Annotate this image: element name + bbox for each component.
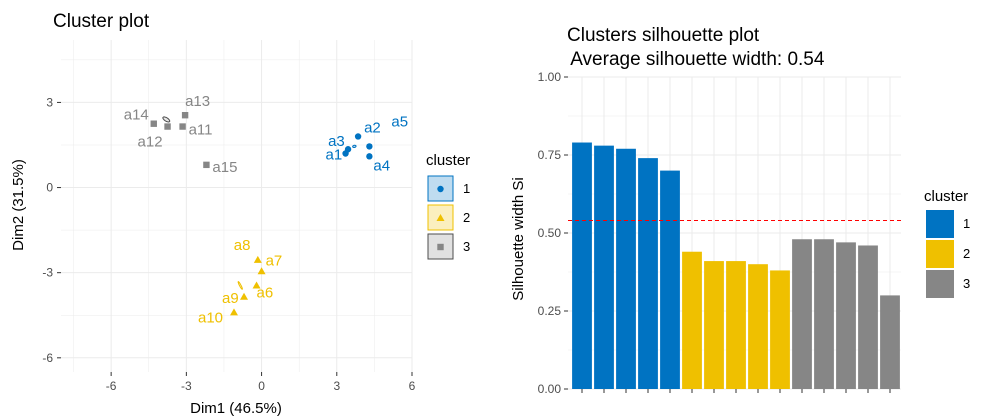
point-label-a10: a10 [198,309,223,326]
x-tick-label: 3 [333,379,340,393]
silhouette-bar-cluster-2 [748,264,768,389]
cluster-hulls [162,116,357,290]
cluster-plot-grid [61,40,413,372]
point-a2 [354,133,362,140]
legend-label-1: 1 [963,216,970,231]
silhouette-bar-cluster-3 [858,245,878,389]
cluster-plot-panel: Cluster plot a1 a2 a3 a4 a5 a6 a7 a8 a9 a10 a11 a12… [10,11,470,417]
point-a6 [252,281,261,289]
x-tick-label: -6 [106,379,117,393]
legend-marker-1 [437,185,444,193]
point-a14 [150,120,157,127]
y-tick-label: -6 [42,351,53,365]
point-a12 [164,123,171,130]
x-tick-label: 0 [258,379,265,393]
point-label-a15: a15 [212,159,237,176]
silhouette-plot-subtitle: Average silhouette width: 0.54 [566,49,825,70]
silhouette-bar-cluster-2 [770,270,790,389]
point-a7 [257,267,266,275]
silhouette-bar-cluster-1 [594,145,614,389]
point-label-a14: a14 [124,107,149,124]
y-tick-label: 0.25 [538,304,562,318]
point-a8 [253,255,262,263]
silhouette-bars [572,142,900,389]
y-tick-label: 0.75 [538,148,562,162]
silhouette-bar-cluster-3 [880,295,900,389]
silhouette-bar-cluster-3 [836,242,856,389]
point-label-a2: a2 [364,119,381,136]
y-tick-label: 0.00 [538,382,562,396]
point-a4 [366,153,373,160]
legend-label-2: 2 [463,210,470,225]
point-label-a13: a13 [185,93,210,110]
silhouette-bar-cluster-2 [726,261,746,389]
legend-label-2: 2 [963,246,970,261]
point-label-a4: a4 [373,157,390,174]
point-label-a8: a8 [234,237,251,254]
point-a11 [179,123,186,130]
silhouette-bar-cluster-1 [660,170,680,389]
cluster-hull-2 [237,280,243,290]
silhouette-bar-cluster-1 [616,148,636,389]
silhouette-bar-cluster-1 [572,142,592,389]
cluster-plot-x-label: Dim1 (46.5%) [190,400,282,417]
y-tick-label: 0 [46,181,53,195]
point-label-a7: a7 [266,252,283,269]
legend-label-3: 3 [463,239,470,254]
silhouette-plot-legend: cluster 1 2 3 [924,188,970,298]
silhouette-bar-cluster-2 [682,251,702,389]
point-label-a1: a1 [326,147,343,164]
legend-marker-3 [437,243,444,251]
silhouette-plot-title: Clusters silhouette plot [567,25,760,46]
point-a13 [181,111,189,119]
legend-marker-2 [436,214,445,221]
silhouette-plot-panel: Clusters silhouette plot Average silhoue… [510,25,970,396]
silhouette-plot-y-label: Silhouette width Si [510,177,527,300]
silhouette-bar-cluster-1 [638,158,658,389]
legend-key-2 [926,240,954,268]
point-label-a9: a9 [222,290,239,307]
point-a5 [366,143,373,150]
point-label-a5: a5 [391,113,408,130]
point-label-a12: a12 [138,134,163,151]
y-tick-label: -3 [42,266,53,280]
y-tick-label: 3 [46,95,53,109]
cluster-plot-title: Cluster plot [53,11,150,32]
legend-label-3: 3 [963,276,970,291]
silhouette-bar-cluster-3 [814,239,834,389]
silhouette-bar-cluster-3 [792,239,812,389]
legend-label-1: 1 [463,181,470,196]
point-a9 [240,292,249,300]
point-a10 [229,308,238,316]
point-a3 [344,146,352,153]
x-tick-label: -3 [181,379,192,393]
legend-title: cluster [924,188,968,205]
silhouette-bar-cluster-2 [704,261,724,389]
y-tick-label: 1.00 [538,70,562,84]
y-tick-label: 0.50 [538,226,562,240]
cluster-hull-1 [352,144,357,148]
cluster-hull-3 [162,116,171,123]
cluster-plot-y-label: Dim2 (31.5%) [10,159,27,251]
point-a15 [203,161,210,169]
legend-key-1 [926,210,954,238]
point-label-a3: a3 [328,133,345,150]
point-label-a6: a6 [257,284,274,301]
legend-key-3 [427,233,454,260]
cluster-plot-ticks: -6 -3 0 3 6 -6 -3 0 3 [42,95,415,393]
legend-title: cluster [426,152,470,169]
silhouette-plot-ticks: 0.00 0.25 0.50 0.75 1.00 [538,70,891,396]
cluster-points: a1 a2 a3 a4 a5 a6 a7 a8 a9 a10 a11 a12 a13 a14 a15 [124,93,408,326]
cluster-plot-legend: cluster 1 2 3 [426,152,470,260]
cluster-plot-area [61,40,412,372]
x-tick-label: 6 [409,379,416,393]
legend-key-3 [926,270,954,298]
point-label-a11: a11 [189,122,213,139]
